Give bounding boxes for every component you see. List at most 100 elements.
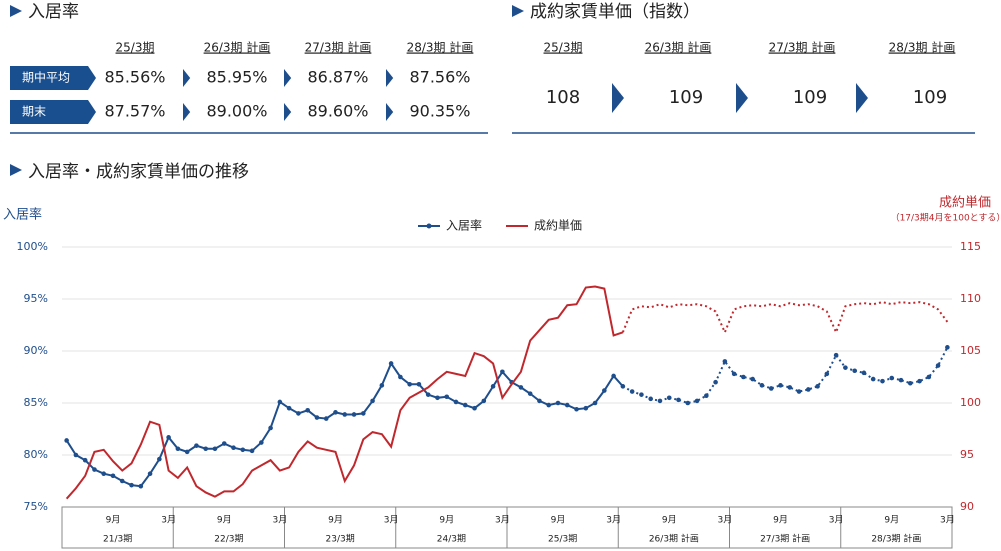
data-point <box>546 402 552 408</box>
data-point <box>82 457 88 463</box>
x-tick-label: 9月 <box>551 515 566 526</box>
chevron <box>612 83 624 113</box>
data-point <box>277 399 283 405</box>
data-point <box>472 405 477 411</box>
data-point <box>388 361 394 366</box>
data-point <box>259 440 264 445</box>
chevron <box>183 69 191 87</box>
data-point <box>416 381 422 387</box>
column-header: 26/3期 計画 <box>204 40 271 55</box>
data-point <box>731 371 737 377</box>
series-line <box>65 285 624 500</box>
data-point <box>676 397 681 403</box>
fiscal-year-label: 25/3期 <box>548 534 577 545</box>
x-tick-label: 3月 <box>161 515 176 526</box>
data-point <box>92 467 97 472</box>
table-cell: 89.00% <box>206 102 267 121</box>
y-tick-label: 85% <box>24 396 48 409</box>
data-point <box>527 391 533 396</box>
data-point <box>138 483 144 489</box>
data-point <box>722 359 728 364</box>
data-point <box>704 393 709 399</box>
occupancy-title: 入居率 <box>28 2 79 22</box>
table-cell: 90.35% <box>409 102 470 121</box>
data-point <box>379 383 385 388</box>
data-point <box>592 400 598 406</box>
flag-icon <box>512 5 524 17</box>
table-cell: 109 <box>669 87 703 108</box>
y2-tick-label: 115 <box>960 240 981 253</box>
data-point <box>240 447 246 453</box>
legend-label: 成約単価 <box>534 218 582 233</box>
y2-tick-label: 110 <box>960 292 981 305</box>
column-header: 25/3期 <box>116 41 155 55</box>
flag-icon <box>10 164 22 176</box>
chart-title: 入居率・成約家賃単価の推移 <box>28 162 249 182</box>
row-label-box <box>10 100 96 124</box>
table-cell: 109 <box>793 87 827 108</box>
data-point <box>194 443 199 448</box>
series-line <box>65 361 624 488</box>
data-point <box>166 435 171 440</box>
data-point <box>444 394 450 400</box>
data-point <box>583 405 589 411</box>
data-point <box>620 384 626 389</box>
data-point <box>889 375 895 381</box>
data-point <box>537 398 542 404</box>
y-tick-label: 75% <box>24 500 48 513</box>
data-point <box>833 352 839 358</box>
data-point <box>453 399 459 405</box>
table-cell: 85.56% <box>104 68 165 87</box>
series-line <box>622 346 949 405</box>
data-point <box>64 438 69 443</box>
data-point <box>333 410 338 415</box>
fiscal-year-label: 28/3期 計画 <box>871 533 921 545</box>
column-header: 28/3期 計画 <box>889 40 956 55</box>
y2-tick-label: 100 <box>960 396 981 409</box>
data-point <box>555 400 561 406</box>
data-point <box>398 374 403 380</box>
data-point <box>323 416 329 421</box>
data-point <box>203 446 208 452</box>
data-point <box>713 379 718 385</box>
legend-marker <box>426 223 432 229</box>
data-point <box>435 395 440 401</box>
data-point <box>481 398 487 404</box>
x-tick-label: 3月 <box>717 515 732 526</box>
y-tick-label: 90% <box>24 344 48 357</box>
data-point <box>110 473 116 479</box>
data-point <box>750 376 755 382</box>
data-point <box>212 446 218 452</box>
x-tick-label: 9月 <box>106 515 121 526</box>
data-point <box>500 369 505 375</box>
y2-tick-label: 95 <box>960 448 974 461</box>
data-point <box>602 388 607 393</box>
x-tick-label: 9月 <box>773 515 788 526</box>
data-point <box>361 411 366 416</box>
data-point <box>564 402 570 408</box>
x-tick-label: 3月 <box>384 515 399 526</box>
data-point <box>880 378 885 384</box>
table-cell: 87.57% <box>104 102 165 121</box>
chevron <box>736 83 748 113</box>
data-point <box>351 412 357 417</box>
y-axis-label: 入居率 <box>3 207 42 223</box>
fiscal-year-label: 24/3期 <box>437 534 466 545</box>
table-cell: 85.95% <box>206 68 267 87</box>
data-point <box>490 384 496 389</box>
data-point <box>685 400 691 406</box>
chevron <box>183 103 191 121</box>
data-point <box>768 386 774 391</box>
data-point <box>759 383 765 388</box>
data-point <box>147 471 153 477</box>
data-point <box>639 392 644 397</box>
table-cell: 86.87% <box>307 68 368 87</box>
data-point <box>425 392 431 397</box>
y2-tick-label: 105 <box>960 344 981 357</box>
fiscal-year-label: 26/3期 計画 <box>649 533 699 545</box>
x-tick-label: 9月 <box>884 515 899 526</box>
table-cell: 89.60% <box>307 102 368 121</box>
data-point <box>852 368 857 374</box>
data-point <box>629 389 635 394</box>
data-point <box>574 406 579 412</box>
